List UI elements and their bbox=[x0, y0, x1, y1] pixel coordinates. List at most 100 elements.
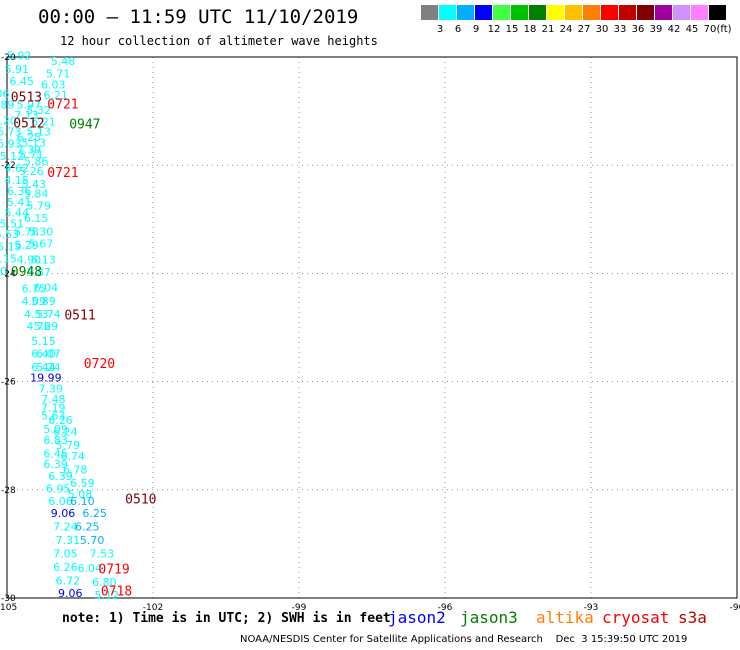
swh-data-label: 5.67 bbox=[29, 237, 54, 250]
color-scale-swatch bbox=[673, 5, 690, 20]
x-tick-label: -96 bbox=[438, 603, 453, 613]
color-scale-label: 36 bbox=[631, 24, 645, 35]
swh-data-label: 5.29 bbox=[34, 320, 59, 333]
satellite-legend-altika: altika bbox=[536, 608, 594, 627]
swh-data-label: 5.78 bbox=[14, 226, 39, 239]
y-tick-label: -20 bbox=[1, 53, 16, 63]
swh-data-label: 5.30 bbox=[29, 226, 54, 239]
swh-data-label: 5.48 bbox=[51, 55, 76, 68]
color-scale-label: 30 bbox=[595, 24, 609, 35]
swh-data-label: 19.99 bbox=[30, 372, 62, 385]
swh-data-label: 5.15 bbox=[0, 253, 17, 266]
pass-time-label: 0512 bbox=[13, 116, 44, 131]
swh-data-label: 5.26 bbox=[19, 165, 44, 178]
swh-data-label: 6.07 bbox=[36, 347, 61, 360]
swh-data-label: 7.39 bbox=[39, 382, 64, 395]
swh-data-label: 5.89 bbox=[31, 295, 56, 308]
swh-data-label: 5.19 bbox=[0, 241, 22, 254]
swh-data-label: 5.53 bbox=[0, 228, 19, 241]
swh-data-label: 7.24 bbox=[53, 520, 78, 533]
color-scale-swatch bbox=[709, 5, 726, 20]
swh-data-label: 9.06 bbox=[58, 587, 83, 600]
swh-data-label: 5.09 bbox=[43, 423, 68, 436]
satellite-legend-cryosat: cryosat bbox=[602, 608, 670, 627]
swh-data-label: 4.09 bbox=[22, 295, 47, 308]
swh-data-label: 6.24 bbox=[53, 426, 78, 439]
swh-data-label: 6.80 bbox=[92, 576, 117, 589]
pass-time-label: 0719 bbox=[98, 563, 129, 578]
swh-data-label: 6.72 bbox=[56, 574, 81, 587]
color-scale-swatch bbox=[547, 5, 564, 20]
swh-data-label: 4.90 bbox=[17, 254, 42, 267]
color-scale-swatch bbox=[583, 5, 600, 20]
swh-data-label: 4.76 bbox=[26, 320, 51, 333]
x-tick-label: -105 bbox=[0, 603, 17, 613]
color-scale-label: 27 bbox=[577, 24, 591, 35]
swh-data-label: 5.79 bbox=[26, 200, 51, 213]
swh-data-label: 5.92 bbox=[7, 50, 32, 63]
swh-data-label: 7.13 bbox=[14, 109, 39, 122]
swh-data-label: 6.40 bbox=[31, 347, 56, 360]
swh-data-label: 5.15 bbox=[31, 335, 56, 348]
pass-time-label: 0513 bbox=[11, 90, 42, 105]
swh-data-label: 5.12 bbox=[95, 589, 120, 602]
y-tick-label: -22 bbox=[1, 161, 16, 171]
swh-data-label: 5.71 bbox=[46, 68, 71, 81]
swh-data-label: 6.04 bbox=[77, 562, 102, 575]
swh-data-label: 6.74 bbox=[60, 450, 85, 463]
swh-data-label: 7.48 bbox=[41, 393, 66, 406]
swh-data-label: 6.59 bbox=[70, 477, 95, 490]
color-scale-swatch bbox=[439, 5, 456, 20]
color-scale-swatch bbox=[565, 5, 582, 20]
pass-time-label: 0721 bbox=[47, 97, 78, 112]
swh-data-label: 6.15 bbox=[24, 212, 49, 225]
swh-data-label: 5.13 bbox=[26, 125, 51, 138]
swh-data-label: 5.44 bbox=[4, 207, 29, 220]
swh-data-label: 7.05 bbox=[53, 547, 78, 560]
color-scale-label: 18 bbox=[523, 24, 537, 35]
swh-data-label: 6.78 bbox=[63, 464, 88, 477]
color-scale-label: 33 bbox=[613, 24, 627, 35]
pass-time-label: 0948 bbox=[11, 265, 42, 280]
color-scale-label: 15 bbox=[505, 24, 519, 35]
color-scale-label: 12 bbox=[487, 24, 501, 35]
swh-data-label: 7.39 bbox=[17, 143, 42, 156]
swh-data-label: 6.83 bbox=[43, 434, 68, 447]
color-scale-label: 6 bbox=[454, 24, 462, 35]
x-tick-label: -99 bbox=[292, 603, 307, 613]
swh-data-label: 5.63 bbox=[41, 409, 66, 422]
swh-data-label: 7.53 bbox=[90, 547, 115, 560]
swh-data-label: 6.44 bbox=[31, 361, 56, 374]
color-scale-swatch bbox=[421, 5, 438, 20]
color-scale-swatch bbox=[655, 5, 672, 20]
swh-data-label: 7.31 bbox=[56, 534, 81, 547]
y-tick-label: -26 bbox=[1, 378, 16, 388]
swh-data-label: 5.97 bbox=[17, 98, 42, 111]
color-scale-label: 45 bbox=[685, 24, 699, 35]
color-scale-label: 21 bbox=[541, 24, 555, 35]
swh-data-label: 9.06 bbox=[51, 507, 76, 520]
swh-data-label: 4.15 bbox=[4, 174, 29, 187]
pass-time-label: 0510 bbox=[125, 492, 156, 507]
swh-data-label: 5.70 bbox=[80, 534, 105, 547]
swh-data-label: 6.04 bbox=[34, 281, 59, 294]
swh-data-label: 5.13 bbox=[22, 136, 47, 149]
swh-data-label: 5.89 bbox=[0, 98, 14, 111]
pass-time-label: 0947 bbox=[69, 117, 100, 132]
swh-data-label: 6.39 bbox=[43, 458, 68, 471]
swh-data-label: 4.53 bbox=[24, 308, 49, 321]
swh-data-label: 5.84 bbox=[24, 188, 49, 201]
satellite-legend-s3a: s3a bbox=[678, 608, 707, 627]
pass-time-label: 0718 bbox=[101, 584, 132, 599]
swh-data-label: 5.30 bbox=[0, 265, 7, 278]
color-scale-swatch bbox=[475, 5, 492, 20]
chart-subtitle: 12 hour collection of altimeter wave hei… bbox=[60, 34, 378, 48]
swh-data-label: 6.26 bbox=[53, 561, 78, 574]
color-scale-label: 24 bbox=[559, 24, 573, 35]
chart-title: 00:00 — 11:59 UTC 11/10/2019 bbox=[38, 6, 359, 28]
color-scale-swatch bbox=[511, 5, 528, 20]
swh-data-label: 5.51 bbox=[0, 217, 24, 230]
swh-data-label: 6.95 bbox=[46, 483, 71, 496]
swh-data-label: 6.39 bbox=[48, 470, 73, 483]
pass-time-label: 0511 bbox=[64, 308, 95, 323]
